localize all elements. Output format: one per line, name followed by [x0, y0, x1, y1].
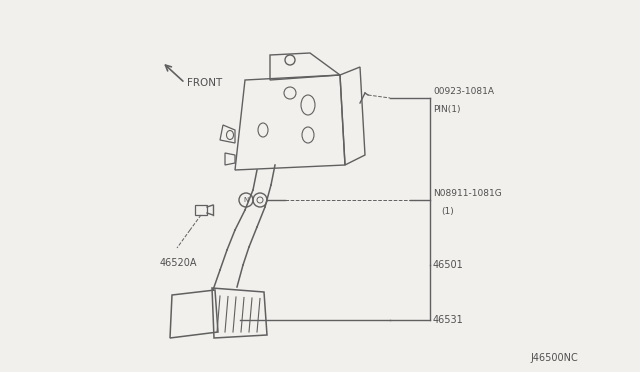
Text: J46500NC: J46500NC	[530, 353, 578, 363]
Text: 46501: 46501	[433, 260, 464, 270]
Text: 46531: 46531	[433, 315, 464, 325]
Text: 00923-1081A: 00923-1081A	[433, 87, 494, 96]
Text: N08911-1081G: N08911-1081G	[433, 189, 502, 198]
Text: PIN(1): PIN(1)	[433, 105, 461, 114]
Text: N: N	[243, 197, 248, 203]
Text: (1): (1)	[441, 207, 454, 216]
Text: 46520A: 46520A	[160, 258, 198, 268]
Text: FRONT: FRONT	[187, 78, 222, 88]
